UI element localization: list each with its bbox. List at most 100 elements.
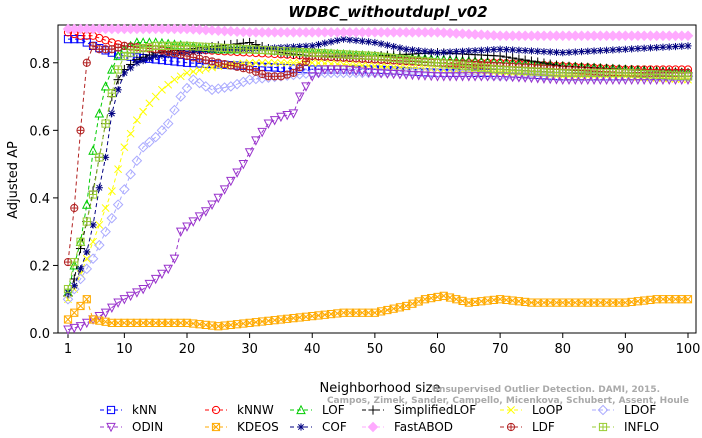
series-point-odin <box>219 185 230 195</box>
series-point-ldof <box>181 82 193 94</box>
series-point-odin <box>344 66 355 76</box>
series-point-ldf <box>283 70 292 79</box>
series-point-cof <box>540 48 548 56</box>
series-point-inflo <box>470 62 480 71</box>
series-point-odin <box>238 160 249 170</box>
series-point-loop <box>208 63 216 72</box>
series-point-kdeos <box>63 315 73 324</box>
series-point-odin <box>81 318 92 329</box>
series-point-ldof <box>87 253 99 264</box>
series-point-cof <box>634 44 642 53</box>
series-point-cof <box>552 48 561 56</box>
series-point-odin <box>163 264 174 275</box>
series-point-ldf <box>114 43 123 52</box>
series-point-odin <box>326 65 336 75</box>
series-point-loop <box>151 92 160 101</box>
series-point-cof <box>358 37 366 45</box>
series-point-odin <box>432 72 443 82</box>
series-point-cof <box>515 46 523 54</box>
series-point-cof <box>571 48 579 56</box>
series-point-loop <box>132 116 141 125</box>
series-point-cof <box>415 47 423 55</box>
series-point-ldf <box>107 45 116 54</box>
series-point-simplifiedlof <box>501 52 511 62</box>
series-point-odin <box>413 71 424 81</box>
series-point-ldf <box>276 72 286 81</box>
legend-marker <box>297 423 305 431</box>
series-point-odin <box>307 72 318 82</box>
series-point-inflo <box>114 65 123 74</box>
legend-label: LDOF <box>624 403 656 417</box>
series-point-simplifiedlof <box>495 51 505 61</box>
series-point-odin <box>376 69 386 79</box>
series-point-ldof <box>212 83 224 94</box>
series-odin <box>63 65 693 335</box>
series-point-ldf <box>226 61 235 70</box>
legend-marker <box>106 405 116 415</box>
series-fastabod <box>62 23 694 42</box>
series-point-cof <box>609 46 617 54</box>
series-point-cof <box>108 109 116 118</box>
legend-marker <box>367 421 379 433</box>
series-point-odin <box>301 82 311 92</box>
series-point-cof <box>534 47 542 55</box>
series-point-loop <box>95 220 104 229</box>
x-tick-label: 60 <box>429 342 446 357</box>
series-point-ldf <box>289 68 298 78</box>
legend-marker <box>506 422 516 432</box>
series-point-ldf <box>76 126 85 135</box>
y-tick-label: 0.0 <box>29 327 50 342</box>
legend-marker <box>598 422 608 432</box>
series-point-ldof <box>94 239 105 251</box>
series-point-ldof <box>169 104 180 116</box>
legend-label: KDEOS <box>237 420 279 434</box>
series-point-cof <box>678 42 686 50</box>
series-point-inflo <box>70 257 79 267</box>
legend-label: INFLO <box>624 420 659 434</box>
series-point-odin <box>388 69 399 80</box>
series-point-knn <box>170 57 179 66</box>
series-point-cof <box>83 248 91 256</box>
series-point-odin <box>357 67 368 77</box>
series-point-odin <box>451 72 462 82</box>
series-point-ldf <box>258 69 267 79</box>
legend-label: ODIN <box>132 420 163 434</box>
series-point-loop <box>170 75 179 84</box>
series-point-odin <box>482 72 493 82</box>
series-point-odin <box>263 119 274 129</box>
series-point-ldof <box>162 118 174 129</box>
series-point-knn <box>70 35 79 44</box>
y-axis-label: Adjusted AP <box>6 141 21 219</box>
series-point-lof <box>107 64 117 74</box>
series-point-cof <box>659 43 667 51</box>
series-point-cof <box>352 36 360 45</box>
series-point-loop <box>164 80 173 89</box>
series-point-odin <box>175 227 186 237</box>
legend-label: kNN <box>132 403 157 417</box>
series-point-odin <box>213 193 224 204</box>
legend-marker <box>106 422 116 433</box>
series-point-kdeos <box>70 308 79 317</box>
series-point-cof <box>477 46 485 54</box>
plot-area: 1 10 20 30 40 50 60 70 80 90 100 0.0 0.2 0.4 0.6 0.8 <box>29 23 701 357</box>
series-point-cof <box>139 56 147 65</box>
series-point-loop <box>114 165 123 174</box>
series-point-cof <box>653 43 661 52</box>
series-point-loop <box>195 66 204 75</box>
x-tick-label: 100 <box>676 342 701 357</box>
series-point-ldof <box>219 82 230 93</box>
series-point-inflo <box>76 237 85 246</box>
legend-marker <box>211 405 221 415</box>
legend-marker <box>597 404 609 416</box>
series-point-cof <box>646 44 655 52</box>
series-point-simplifiedlof <box>508 53 518 63</box>
series-point-ldf <box>82 58 91 67</box>
series-line-ldf <box>67 45 688 263</box>
legend-marker <box>368 405 378 415</box>
series-line-odin <box>67 69 688 331</box>
series-point-odin <box>351 66 361 77</box>
series-point-odin <box>445 72 455 82</box>
series-point-cof <box>127 64 135 72</box>
series-point-odin <box>438 72 449 82</box>
series-point-knn <box>264 63 273 72</box>
